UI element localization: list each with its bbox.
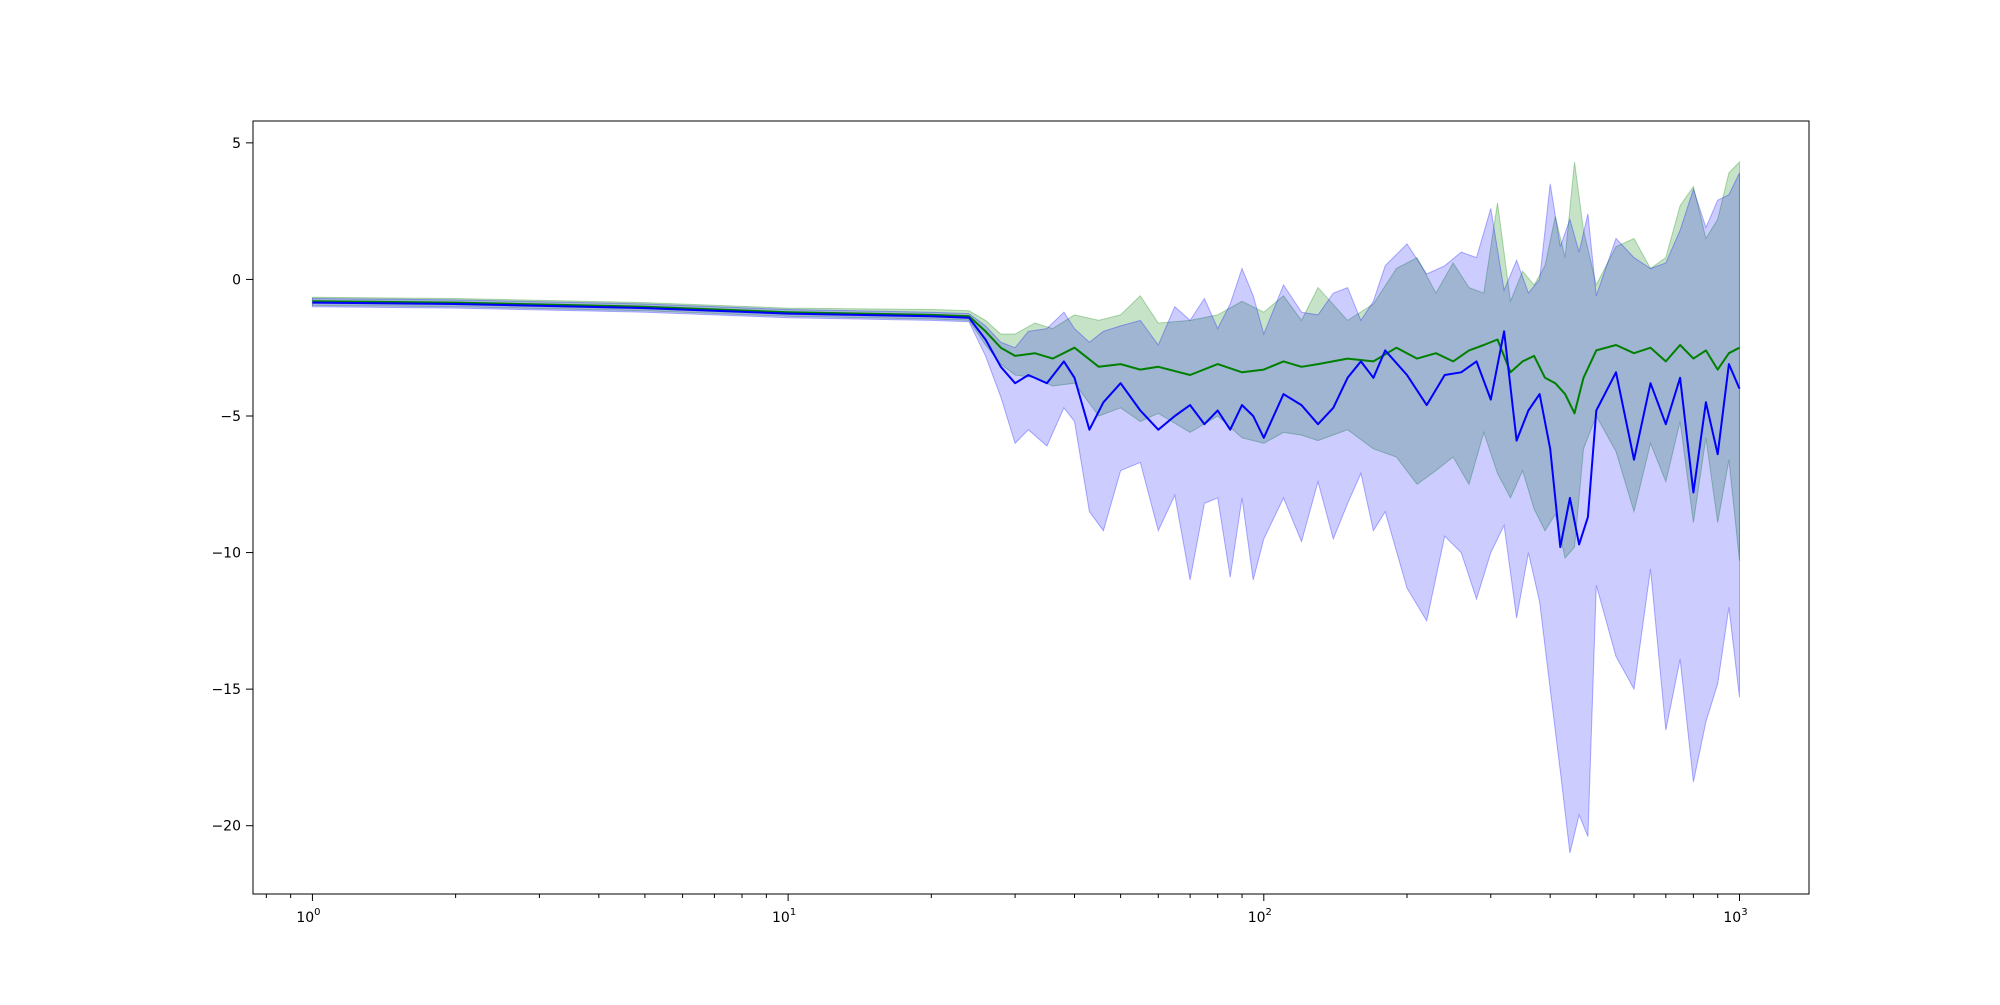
x-tick-exponent: 1 [790, 907, 796, 918]
y-tick-label: 0 [232, 272, 241, 288]
x-axis: 100 101 102 103 [265, 894, 1748, 926]
lines-layer [312, 300, 1741, 549]
x-tick-label: 103 [1723, 907, 1747, 926]
series-2-band [311, 172, 1740, 854]
series-2-line [312, 301, 1741, 549]
x-tick-label: 101 [772, 907, 796, 926]
x-tick-exponent: 0 [314, 907, 320, 918]
x-tick-label: 102 [1248, 907, 1272, 926]
y-tick-label: −15 [211, 682, 241, 698]
plot-frame [252, 120, 1810, 895]
y-tick-label: 5 [232, 136, 241, 152]
series-1-line [312, 300, 1740, 415]
bands-layer [311, 160, 1740, 854]
x-tick-exponent: 3 [1741, 907, 1747, 918]
x-tick-exponent: 2 [1266, 907, 1272, 918]
y-tick-label: −20 [211, 819, 241, 835]
y-axis: 5 0 −5 −10 −15 −20 [211, 136, 253, 835]
series-1-band [311, 160, 1740, 561]
x-tick-label: 100 [296, 907, 320, 926]
y-tick-label: −5 [220, 409, 241, 425]
y-tick-label: −10 [211, 546, 241, 562]
